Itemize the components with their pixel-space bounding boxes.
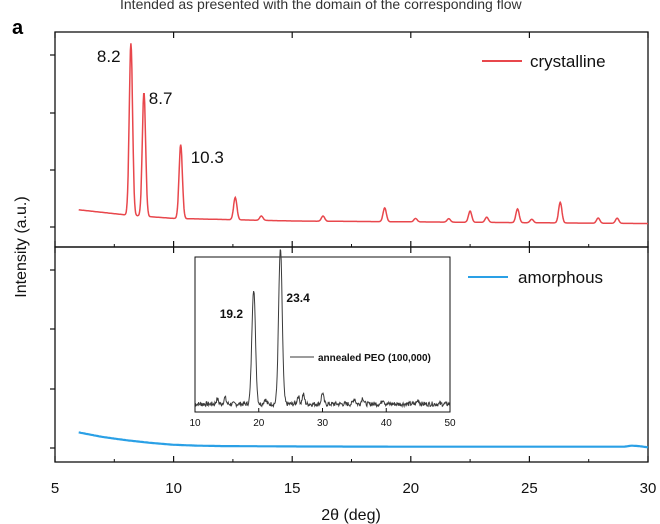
panel-letter: a xyxy=(12,17,24,39)
x-tick-label: 15 xyxy=(284,480,301,497)
x-tick-label: 20 xyxy=(402,480,419,497)
legend-crystalline: crystalline xyxy=(482,52,606,71)
inset-legend-label: annealed PEO (100,000) xyxy=(318,353,431,364)
inset-x-tick-label: 40 xyxy=(381,418,393,429)
inset-frame xyxy=(194,256,451,413)
top-panel: crystalline 8.2 8.7 10.3 xyxy=(50,31,649,248)
amorphous-series-line xyxy=(78,431,649,449)
bottom-panel: amorphous xyxy=(50,246,649,463)
inset-legend: annealed PEO (100,000) xyxy=(290,353,431,364)
inset-peak-label-19-2: 19.2 xyxy=(220,307,244,321)
bottom-panel-ticks xyxy=(50,247,649,462)
inset-x-tick-label: 30 xyxy=(317,418,329,429)
x-tick-label: 25 xyxy=(521,480,538,497)
legend-crystalline-label: crystalline xyxy=(530,52,606,71)
x-tick-label: 30 xyxy=(640,480,657,497)
caption-fragment: Intended as presented with the domain of… xyxy=(120,0,522,12)
peak-label-8-2: 8.2 xyxy=(97,47,121,66)
inset-ticks: 10 20 30 40 50 xyxy=(189,408,456,429)
x-axis-title: 2θ (deg) xyxy=(321,507,381,524)
y-axis-title: Intensity (a.u.) xyxy=(13,196,30,297)
legend-amorphous-label: amorphous xyxy=(518,268,603,287)
peak-label-8-7: 8.7 xyxy=(149,89,173,108)
inset-x-tick-label: 20 xyxy=(253,418,265,429)
x-tick-label: 5 xyxy=(51,480,59,497)
legend-amorphous: amorphous xyxy=(468,268,603,287)
inset-x-tick-label: 10 xyxy=(189,418,201,429)
x-axis-tick-labels: 5 10 15 20 25 30 xyxy=(51,480,657,497)
inset-peak-label-23-4: 23.4 xyxy=(286,291,310,305)
x-tick-label: 10 xyxy=(165,480,182,497)
inset-x-tick-label: 50 xyxy=(444,418,456,429)
peak-label-10-3: 10.3 xyxy=(191,148,224,167)
crystalline-series-line xyxy=(78,43,648,225)
inset-series-line xyxy=(194,249,451,409)
inset-chart: 10 20 30 40 50 annealed PEO (100,000) 19.2 2… xyxy=(189,249,456,429)
